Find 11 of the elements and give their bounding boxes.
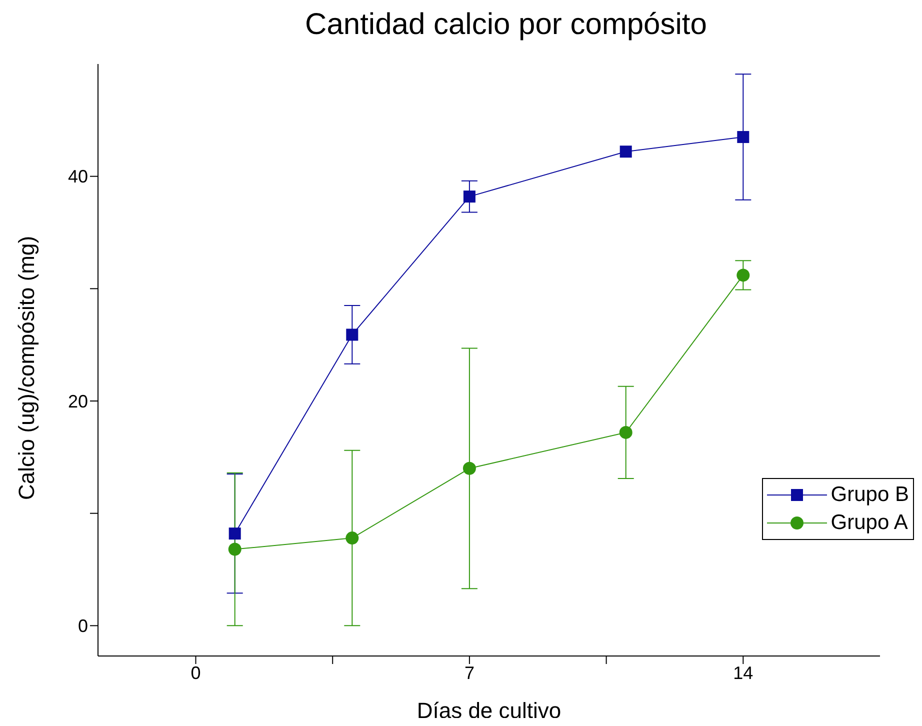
y-axis-title: Calcio (ug)/compósito (mg) — [14, 236, 39, 500]
y-tick-label: 40 — [68, 166, 88, 187]
x-tick-label: 0 — [190, 662, 201, 683]
y-tick-label: 0 — [78, 616, 88, 636]
y-tick-label: 20 — [68, 391, 88, 412]
x-tick-label: 7 — [464, 662, 474, 683]
x-tick-label: 14 — [733, 662, 754, 683]
legend-label: Grupo B — [830, 483, 909, 507]
x-axis-title: Días de cultivo — [416, 698, 562, 723]
legend-label: Grupo A — [830, 511, 908, 535]
chart-title: Cantidad calcio por compósito — [304, 8, 708, 43]
